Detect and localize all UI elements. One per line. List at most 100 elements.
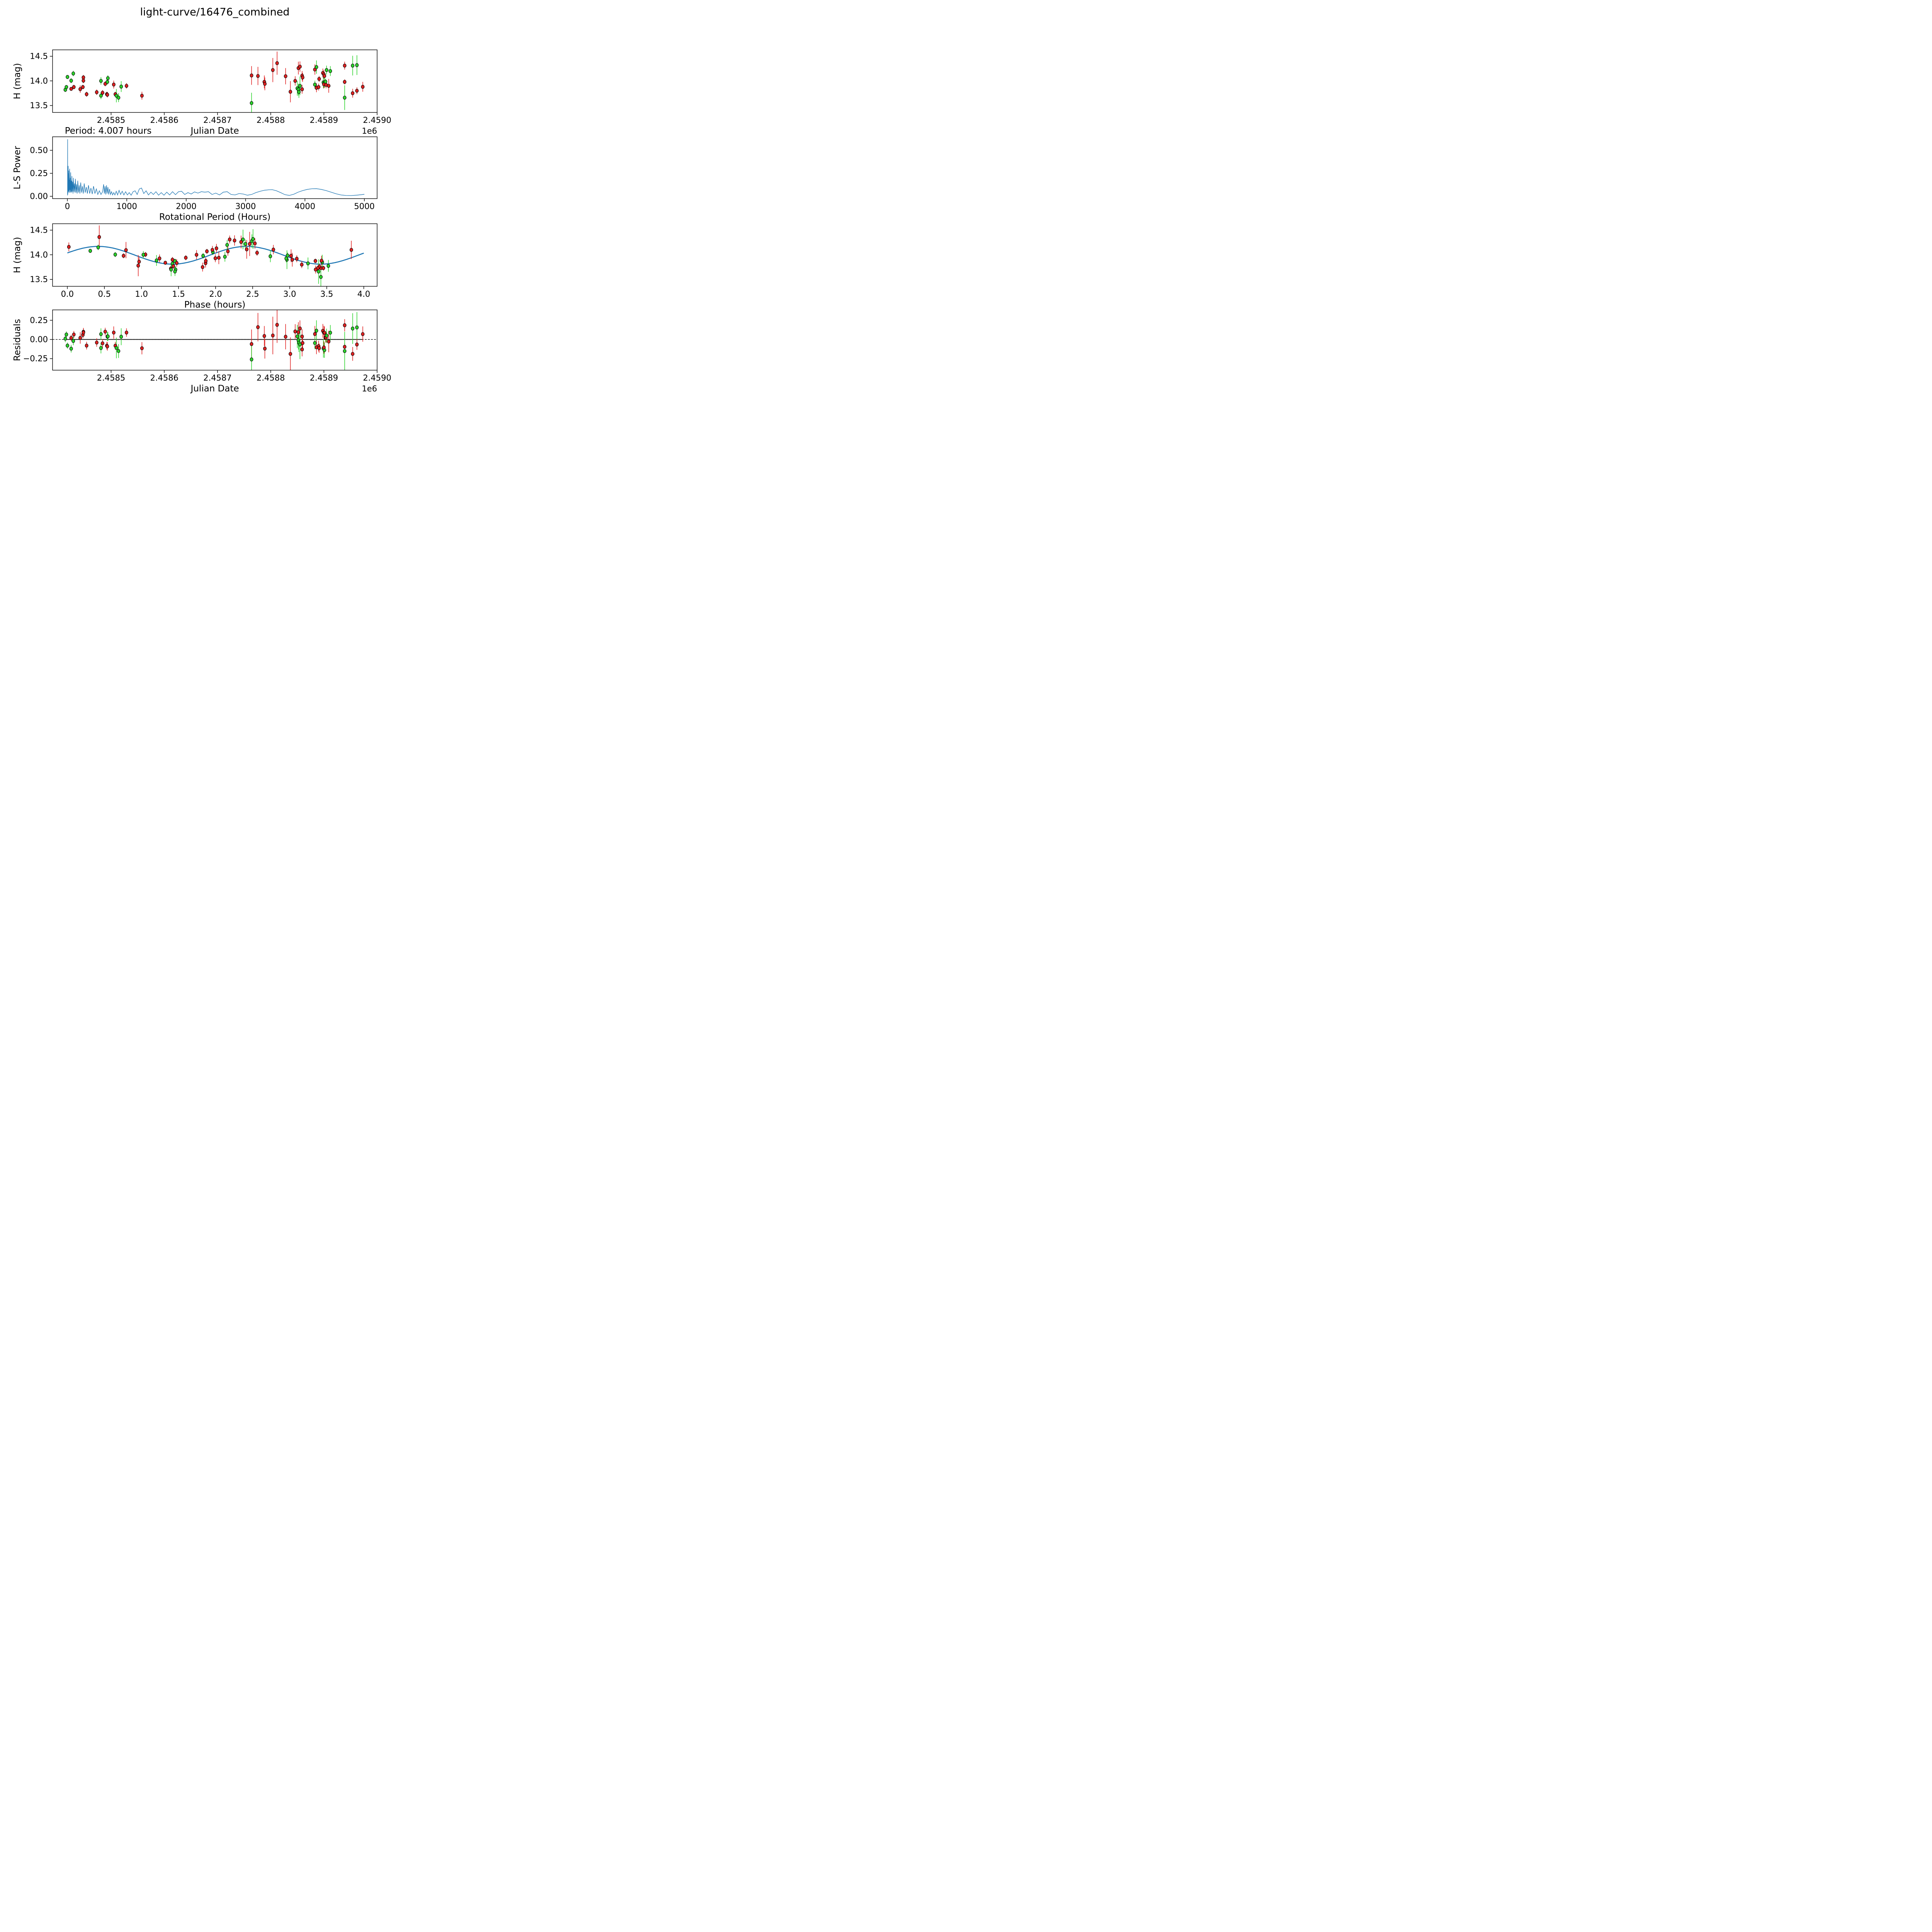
data-point	[97, 235, 101, 239]
data-point	[119, 335, 123, 339]
y-tick-label: 0.00	[30, 192, 48, 201]
data-point	[99, 79, 103, 83]
y-tick-label: −0.25	[23, 354, 48, 363]
data-point	[289, 90, 292, 94]
data-point	[82, 330, 85, 335]
x-tick-label: 1000	[116, 202, 137, 211]
data-point	[289, 253, 293, 258]
panel-phased: 0.0 0.5 1.0 1.5 2.0 2.5 3.0 3.5 4.0 13.5 14.0 14.5 P…	[12, 223, 378, 310]
data-point	[69, 336, 73, 340]
data-point	[114, 346, 118, 350]
data-point	[201, 253, 205, 258]
data-point	[184, 255, 188, 260]
data-point	[313, 82, 317, 87]
data-point	[113, 252, 117, 257]
panel-periodogram: 0 1000 2000 3000 4000 5000 0.00 0.25 0.50 Rotatio…	[12, 136, 378, 222]
data-point	[95, 340, 99, 345]
data-point	[290, 258, 294, 262]
data-point	[122, 253, 126, 258]
data-point	[255, 251, 259, 255]
y-tick-label: 0.25	[30, 316, 48, 325]
x-tick-label: 2.4586	[150, 116, 178, 125]
periodogram-line	[67, 139, 365, 196]
data-point	[315, 65, 318, 69]
data-point	[319, 275, 323, 279]
data-point	[271, 68, 275, 72]
x-tick-label: 2.4588	[257, 373, 285, 383]
data-point	[124, 248, 128, 252]
y-tick-label: 14.0	[30, 250, 48, 259]
data-point	[137, 260, 141, 264]
data-point	[313, 259, 317, 263]
data-point	[351, 327, 355, 331]
y-axis-label-lightcurve: H (mag)	[12, 63, 22, 99]
data-point	[317, 269, 320, 274]
data-point	[293, 329, 297, 333]
data-point	[313, 332, 317, 336]
data-point	[298, 327, 302, 331]
data-point	[66, 344, 70, 348]
data-point	[69, 87, 73, 91]
data-point	[223, 255, 227, 259]
y-tick-label: 0.00	[30, 335, 48, 344]
y-axis-label-periodogram: L-S Power	[12, 146, 22, 189]
data-point	[355, 342, 359, 347]
x-tick-label: 2.4590	[363, 373, 391, 383]
data-point	[327, 339, 331, 344]
data-point	[275, 61, 279, 65]
data-point	[251, 237, 255, 241]
data-point	[328, 69, 332, 73]
data-point	[284, 335, 287, 339]
x-tick-label: 5000	[354, 202, 374, 211]
data-point	[317, 77, 321, 81]
data-point	[99, 94, 103, 98]
data-point	[300, 87, 304, 92]
data-point	[65, 332, 68, 337]
y-tick-label: 14.5	[30, 52, 48, 61]
data-point	[105, 344, 109, 349]
x-tick-label: 1.0	[135, 289, 148, 299]
data-point	[124, 330, 128, 335]
data-point	[100, 90, 104, 95]
light-curve-figure: light-curve/16476_combined 2.4585 2.4586 2…	[0, 0, 417, 417]
data-point	[327, 84, 331, 88]
x-tick-label: 2.4590	[363, 116, 391, 125]
data-point	[295, 257, 299, 261]
data-point	[136, 264, 140, 268]
data-point	[271, 333, 275, 338]
data-point	[95, 90, 99, 94]
panel-residuals: 2.4585 2.4586 2.4587 2.4588 2.4589 2.4590 −0.2…	[12, 310, 391, 394]
data-point	[275, 323, 279, 327]
data-point	[119, 84, 123, 89]
data-point	[141, 253, 145, 257]
data-point	[72, 332, 76, 337]
y-tick-label: 13.5	[30, 101, 48, 110]
x-tick-label: 2.4587	[203, 373, 231, 383]
data-point	[328, 330, 332, 335]
data-point	[320, 259, 323, 263]
data-point	[253, 241, 257, 246]
data-point	[155, 258, 158, 263]
x-tick-label: 0.5	[98, 289, 111, 299]
data-point	[325, 333, 328, 338]
data-point	[63, 337, 67, 341]
data-point	[250, 342, 253, 346]
data-point	[99, 332, 103, 336]
data-point	[140, 346, 144, 350]
data-point	[263, 82, 267, 86]
data-point	[99, 346, 103, 350]
data-point	[298, 65, 302, 69]
data-point	[85, 92, 88, 96]
data-point	[169, 267, 173, 272]
data-point	[195, 253, 199, 257]
data-point	[315, 328, 318, 333]
data-point	[245, 247, 248, 252]
data-point	[351, 91, 355, 95]
data-point	[105, 93, 109, 97]
x-tick-label: 2.4586	[150, 373, 178, 383]
x-tick-label: 2.5	[246, 289, 259, 299]
data-point	[355, 88, 359, 93]
data-point	[322, 345, 326, 350]
data-point	[170, 258, 174, 262]
x-tick-label: 2.4589	[310, 373, 338, 383]
